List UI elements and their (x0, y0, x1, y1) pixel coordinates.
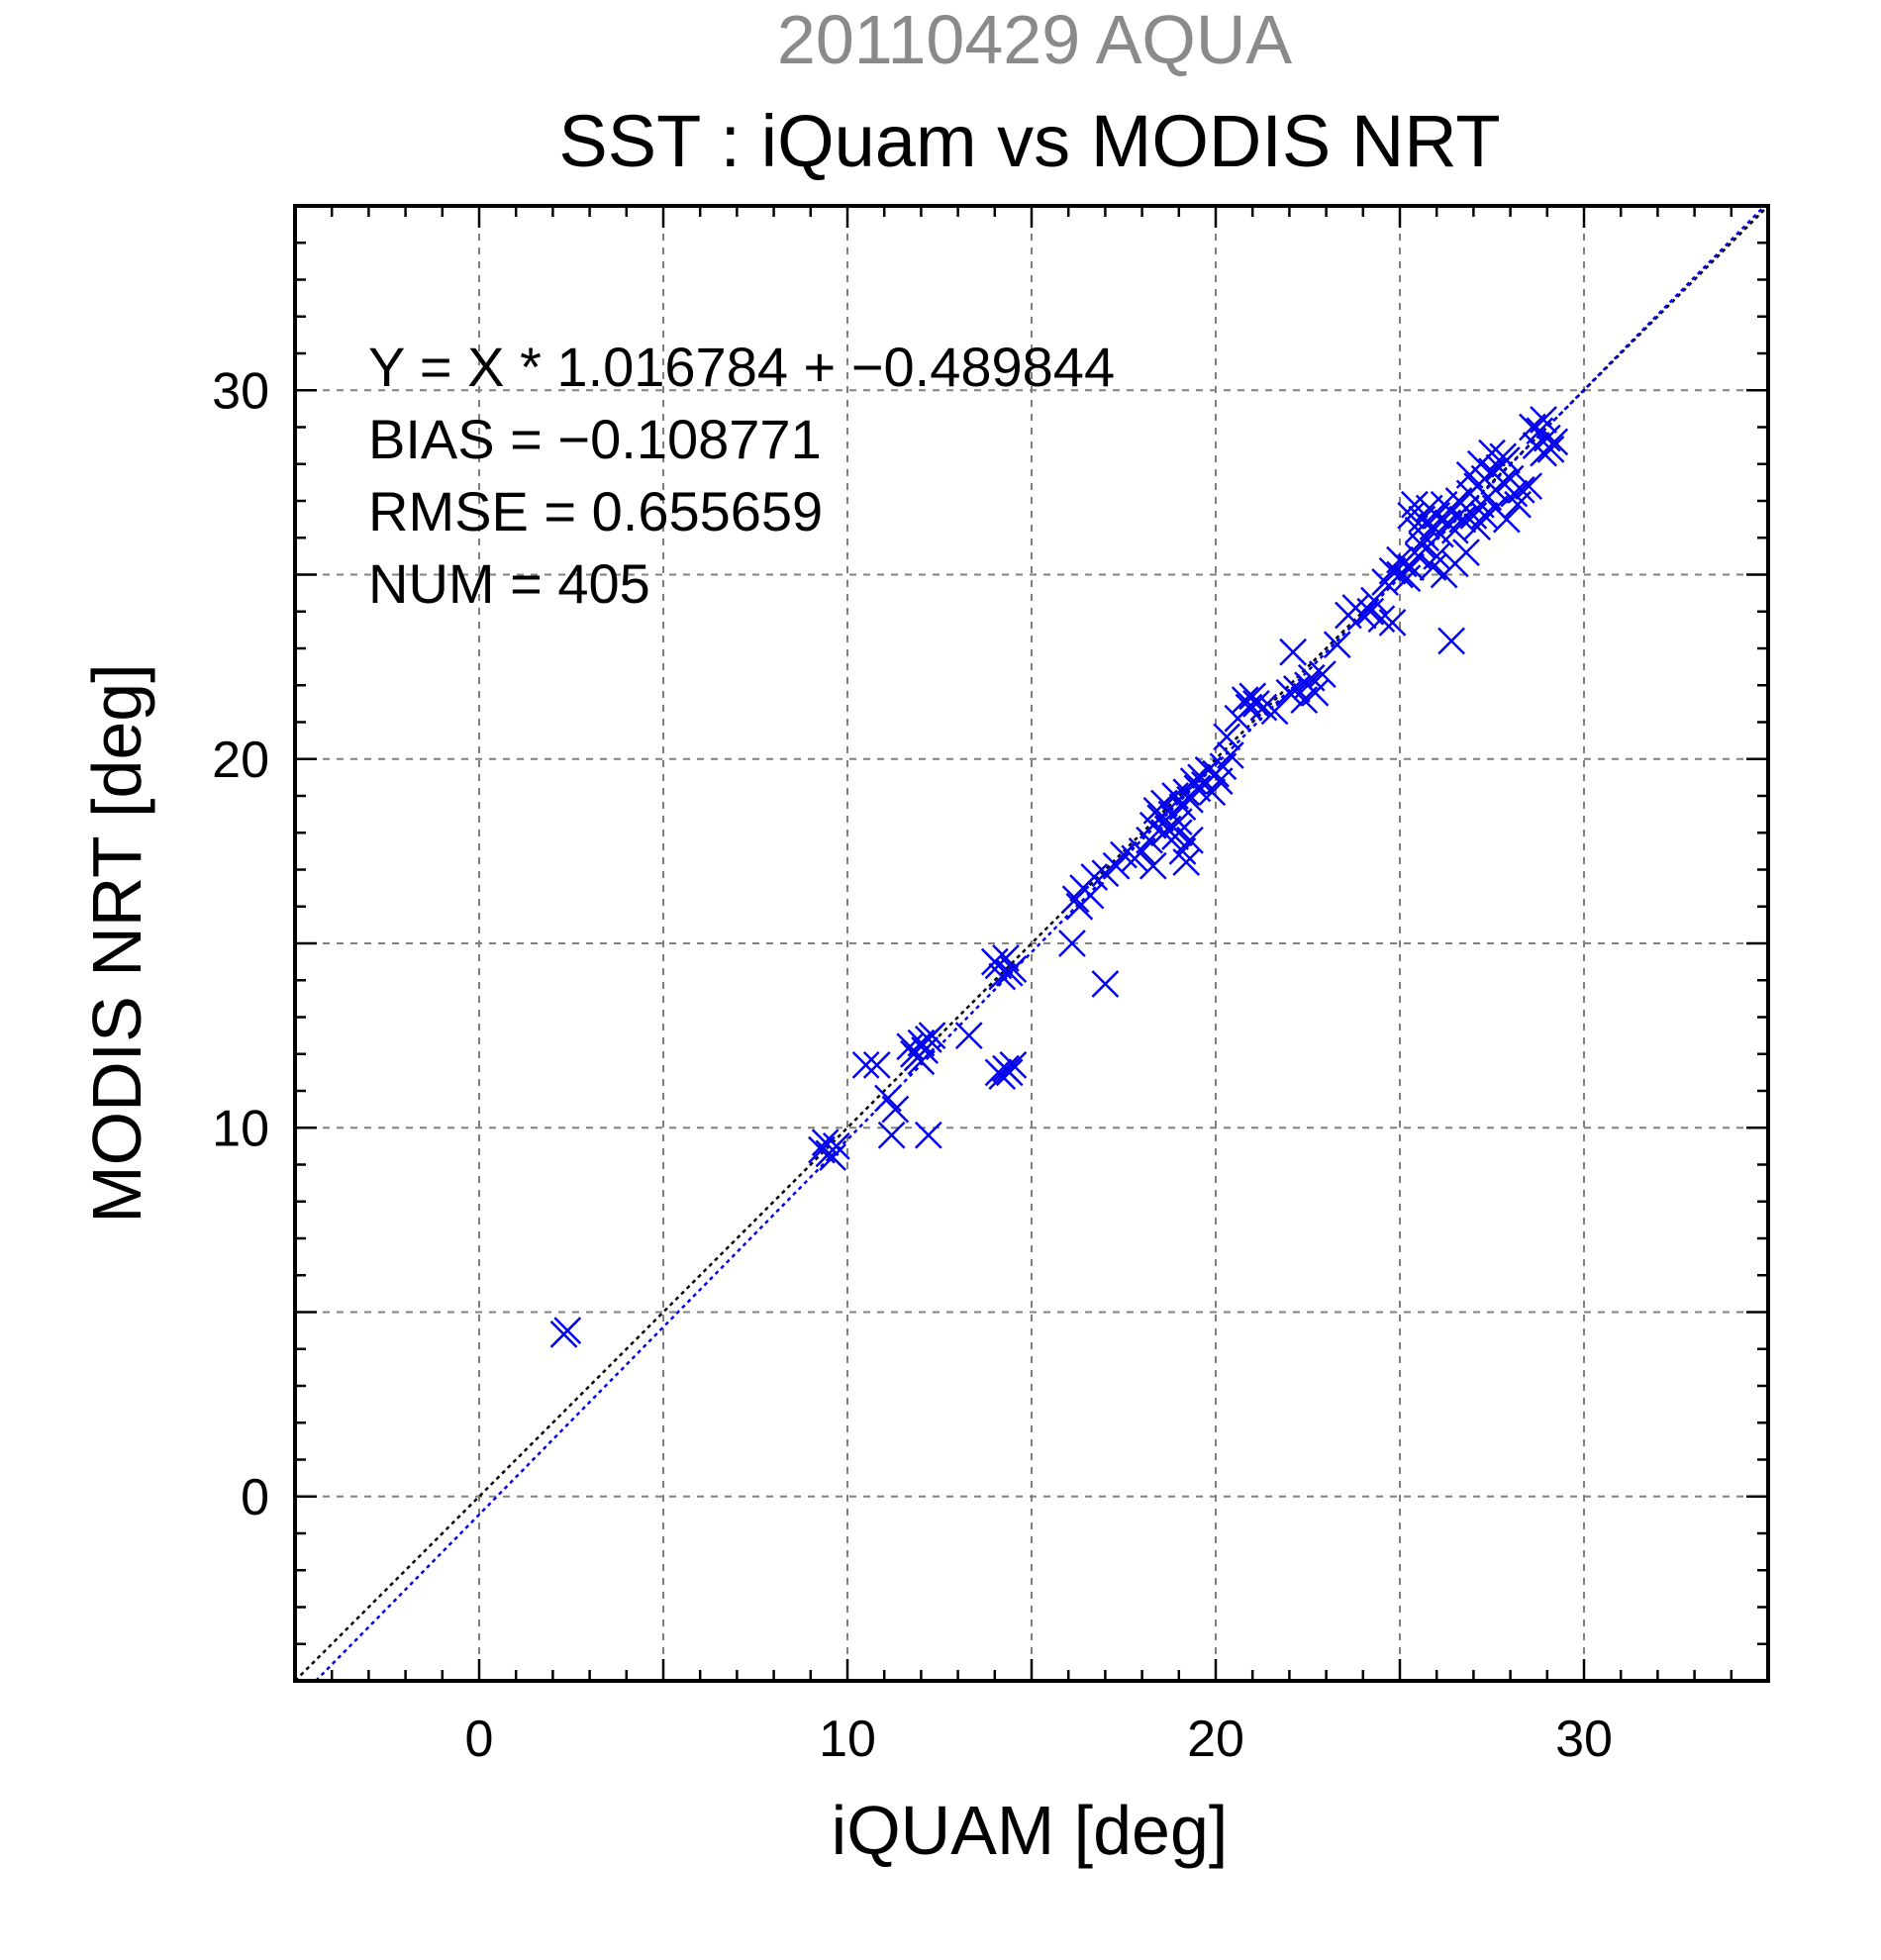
data-point (1290, 686, 1319, 715)
x-tick-label: 30 (1555, 1711, 1613, 1768)
stat-line: Y = X * 1.016784 + −0.489844 (368, 336, 1115, 398)
data-point (1423, 541, 1451, 570)
data-point (1260, 697, 1289, 726)
data-point (999, 955, 1028, 983)
data-point (1213, 723, 1241, 751)
data-point (1308, 660, 1336, 688)
data-point (1110, 840, 1138, 869)
data-point (881, 1095, 910, 1124)
axis-ticks (293, 204, 1770, 1683)
data-point (1515, 472, 1543, 500)
data-point (1530, 439, 1557, 467)
data-point (1172, 848, 1201, 876)
data-point (1235, 693, 1263, 722)
data-point (1242, 689, 1270, 718)
stat-line: NUM = 405 (368, 552, 650, 615)
data-point (1378, 609, 1407, 637)
data-point (1279, 637, 1308, 666)
data-point (1367, 605, 1396, 634)
y-tick-label: 30 (212, 362, 269, 420)
chart-title: SST : iQuam vs MODIS NRT (558, 100, 1500, 182)
data-point (1455, 461, 1484, 489)
data-point (1397, 502, 1426, 530)
data-point (851, 1051, 880, 1079)
data-point (822, 1131, 850, 1160)
data-point (914, 1121, 942, 1149)
tick-labels: 0 10 20 30 0 10 20 30 (212, 362, 1613, 1768)
reference-lines (294, 205, 1769, 1682)
data-point (954, 1022, 983, 1050)
y-tick-label: 0 (241, 1469, 269, 1526)
data-point (1348, 601, 1377, 630)
data-point (1360, 586, 1388, 615)
stat-line: RMSE = 0.655659 (368, 480, 823, 542)
data-point (1393, 564, 1422, 593)
data-point (995, 1058, 1024, 1087)
data-point (1138, 851, 1167, 880)
data-point (1519, 413, 1546, 441)
identity-line (294, 205, 1769, 1682)
data-point (1179, 767, 1208, 795)
data-point (1058, 930, 1086, 957)
data-point (1408, 531, 1436, 559)
data-point (1448, 505, 1477, 534)
data-point (1504, 490, 1532, 519)
data-point (862, 1051, 891, 1079)
data-point (918, 1022, 946, 1050)
x-tick-label: 10 (819, 1711, 876, 1768)
grid-lines (295, 206, 1768, 1681)
data-point (1489, 442, 1518, 471)
data-point (1080, 863, 1109, 891)
data-point (907, 1047, 936, 1076)
y-tick-label: 10 (212, 1100, 269, 1157)
data-point (1452, 539, 1480, 567)
data-point (549, 1320, 578, 1348)
y-axis-label: MODIS NRT [deg] (78, 663, 155, 1223)
y-tick-label: 20 (212, 732, 269, 789)
data-points (549, 406, 1569, 1348)
data-point (811, 1128, 840, 1157)
data-point (1065, 892, 1094, 921)
x-tick-label: 0 (465, 1711, 494, 1768)
data-point (1500, 479, 1529, 508)
stat-line: BIAS = −0.108771 (368, 408, 822, 470)
data-point (980, 947, 1009, 976)
data-point (1437, 627, 1465, 655)
data-point (877, 1121, 906, 1149)
data-point (819, 1143, 847, 1171)
data-point (896, 1032, 925, 1061)
data-point (1091, 970, 1120, 998)
chart-subtitle: 20110429 AQUA (777, 1, 1293, 78)
data-point (1386, 545, 1414, 574)
data-point (988, 1062, 1017, 1090)
data-point (1492, 505, 1521, 534)
data-point (1216, 741, 1244, 769)
data-point (1275, 678, 1304, 707)
data-point (1323, 631, 1351, 659)
data-point (1150, 819, 1178, 847)
x-tick-label: 20 (1187, 1711, 1244, 1768)
data-point (1164, 819, 1193, 847)
data-point (1478, 439, 1506, 467)
data-point (1536, 435, 1565, 463)
data-point (1231, 686, 1259, 715)
x-axis-label: iQUAM [deg] (832, 1792, 1229, 1869)
data-point (1249, 693, 1278, 722)
stats-annotation: Y = X * 1.016784 + −0.489844 BIAS = −0.10… (368, 336, 1115, 615)
